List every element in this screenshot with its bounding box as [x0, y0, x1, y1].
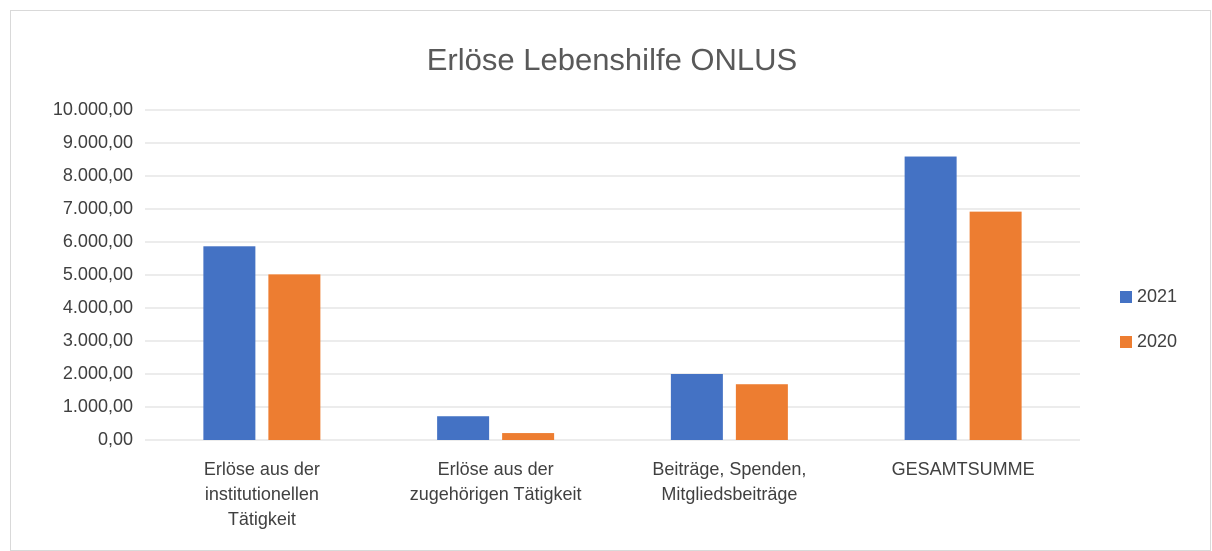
x-tick-label: GESAMTSUMME [892, 459, 1035, 479]
bar [969, 211, 1022, 440]
bar [203, 246, 256, 440]
x-tick-label: Erlöse aus der institutionellen Tätigkeit [204, 459, 320, 529]
bar [268, 274, 321, 440]
x-tick-label: Beiträge, Spenden, Mitgliedsbeiträge [652, 459, 806, 504]
legend-swatch [1120, 291, 1132, 303]
y-tick-label: 8.000,00 [63, 165, 133, 185]
x-tick-label: Erlöse aus der zugehörigen Tätigkeit [410, 459, 582, 504]
bar [437, 416, 490, 440]
legend-label: 2021 [1137, 286, 1177, 306]
y-tick-label: 9.000,00 [63, 132, 133, 152]
chart-title: Erlöse Lebenshilfe ONLUS [427, 42, 797, 77]
bar [502, 433, 555, 440]
y-tick-label: 5.000,00 [63, 264, 133, 284]
y-tick-label: 1.000,00 [63, 396, 133, 416]
y-tick-label: 3.000,00 [63, 330, 133, 350]
bar [735, 384, 788, 440]
y-tick-label: 2.000,00 [63, 363, 133, 383]
bar [904, 156, 957, 440]
legend-label: 2020 [1137, 331, 1177, 351]
y-tick-label: 4.000,00 [63, 297, 133, 317]
y-tick-label: 7.000,00 [63, 198, 133, 218]
y-tick-label: 0,00 [98, 429, 133, 449]
y-tick-label: 10.000,00 [53, 99, 133, 119]
y-tick-label: 6.000,00 [63, 231, 133, 251]
legend-swatch [1120, 336, 1132, 348]
bar [670, 374, 723, 440]
